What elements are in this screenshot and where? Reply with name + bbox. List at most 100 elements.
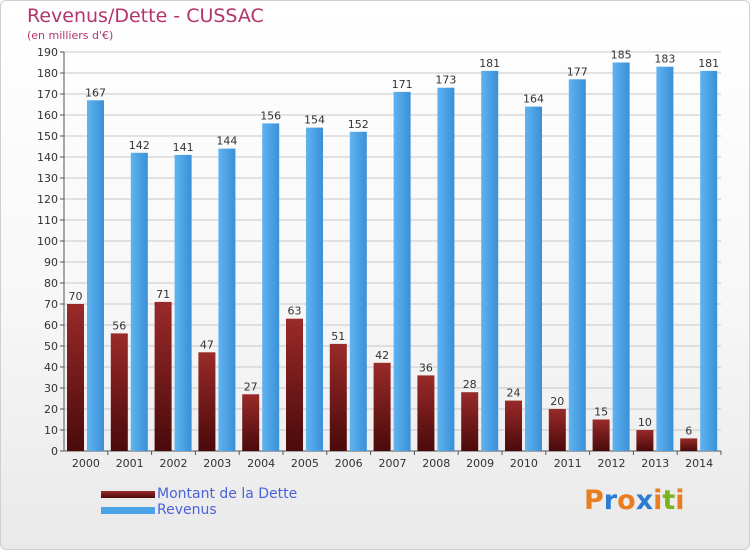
x-tick-label: 2000: [72, 457, 100, 470]
y-tick-label: 80: [44, 277, 58, 290]
bar-debt: [505, 400, 522, 451]
value-label-revenue: 144: [216, 135, 237, 148]
y-tick-label: 160: [37, 109, 58, 122]
value-label-debt: 71: [156, 288, 170, 301]
y-tick-label: 40: [44, 361, 58, 374]
y-tick-label: 170: [37, 88, 58, 101]
chart-subtitle: (en milliers d'€): [27, 29, 114, 42]
bar-revenue: [87, 100, 104, 452]
bar-revenue: [525, 106, 542, 451]
value-label-debt: 70: [69, 290, 83, 303]
logo-letter: i: [653, 485, 663, 516]
y-tick-label: 90: [44, 256, 58, 269]
value-label-debt: 51: [331, 330, 345, 343]
x-tick-label: 2008: [422, 457, 450, 470]
value-label-debt: 27: [244, 380, 258, 393]
bar-revenue: [349, 131, 367, 452]
x-tick-label: 2004: [247, 457, 275, 470]
y-tick-label: 180: [37, 67, 58, 80]
value-label-debt: 63: [288, 305, 302, 318]
x-tick-label: 2010: [510, 457, 538, 470]
value-label-debt: 28: [463, 378, 477, 391]
value-label-debt: 10: [638, 416, 652, 429]
value-label-revenue: 154: [304, 114, 325, 127]
x-tick-label: 2009: [466, 457, 494, 470]
bar-debt: [67, 304, 84, 451]
bar-debt: [548, 409, 566, 451]
bar-debt: [242, 394, 260, 451]
logo-letter: P: [584, 485, 604, 516]
y-tick-label: 10: [44, 424, 58, 437]
value-label-revenue: 173: [435, 74, 456, 87]
bar-debt: [286, 318, 303, 451]
x-tick-label: 2003: [203, 457, 231, 470]
value-label-debt: 15: [594, 406, 608, 419]
y-tick-label: 150: [37, 130, 58, 143]
x-tick-label: 2005: [291, 457, 319, 470]
logo-letter: i: [675, 485, 685, 516]
bar-revenue: [656, 66, 674, 451]
legend-swatch-debt: [101, 491, 155, 498]
bar-revenue: [700, 70, 718, 452]
value-label-revenue: 181: [698, 57, 719, 70]
value-label-revenue: 156: [260, 109, 281, 122]
y-tick-label: 110: [37, 214, 58, 227]
bar-revenue: [437, 87, 455, 451]
value-label-revenue: 141: [173, 141, 194, 154]
y-tick-label: 120: [37, 193, 58, 206]
x-tick-label: 2014: [685, 457, 713, 470]
bar-revenue: [481, 70, 499, 452]
bar-debt: [198, 352, 216, 451]
value-label-revenue: 164: [523, 93, 544, 106]
value-label-revenue: 152: [348, 118, 369, 131]
y-tick-label: 20: [44, 403, 58, 416]
bar-debt: [461, 392, 479, 451]
bar-debt: [636, 430, 654, 451]
value-label-revenue: 177: [567, 65, 588, 78]
grid-layer: [64, 51, 721, 452]
bar-revenue: [174, 154, 192, 451]
bar-debt: [680, 438, 698, 451]
chart-title: Revenus/Dette - CUSSAC: [27, 5, 264, 27]
value-label-debt: 36: [419, 361, 433, 374]
y-tick-label: 130: [37, 172, 58, 185]
bar-revenue: [218, 148, 236, 451]
y-tick-label: 190: [37, 46, 58, 59]
value-label-debt: 20: [550, 395, 564, 408]
x-tick-label: 2012: [598, 457, 626, 470]
legend-label-debt: Montant de la Dette: [157, 486, 298, 502]
bar-revenue: [130, 152, 148, 452]
x-tick-label: 2011: [554, 457, 582, 470]
x-tick-label: 2001: [116, 457, 144, 470]
y-tick-label: 140: [37, 151, 58, 164]
value-label-debt: 47: [200, 338, 214, 351]
value-label-debt: 42: [375, 349, 389, 362]
y-tick-label: 0: [51, 445, 58, 458]
x-tick-label: 2013: [641, 457, 669, 470]
x-tick-label: 2006: [335, 457, 363, 470]
legend-swatch-revenue: [101, 507, 155, 514]
y-tick-label: 100: [37, 235, 58, 248]
bar-debt: [154, 301, 172, 451]
legend-label-revenue: Revenus: [157, 502, 217, 518]
bars-layer: [67, 62, 718, 452]
logo-letter: r: [603, 485, 618, 516]
value-label-debt: 6: [685, 424, 692, 437]
value-label-debt: 24: [507, 387, 521, 400]
value-label-revenue: 142: [129, 139, 150, 152]
x-tick-label: 2002: [160, 457, 188, 470]
bar-revenue: [262, 123, 280, 452]
proxiti-logo: Proxiti: [584, 485, 685, 516]
y-tick-label: 60: [44, 319, 58, 332]
value-label-revenue: 185: [611, 49, 632, 62]
value-label-revenue: 167: [85, 86, 106, 99]
y-tick-label: 70: [44, 298, 58, 311]
bar-revenue: [568, 79, 586, 452]
bar-debt: [592, 419, 610, 451]
labels-layer: 7016756142711414714427156631545115242171…: [69, 49, 720, 438]
bar-debt: [417, 375, 435, 451]
bar-debt: [373, 362, 391, 451]
bar-revenue: [306, 127, 323, 451]
